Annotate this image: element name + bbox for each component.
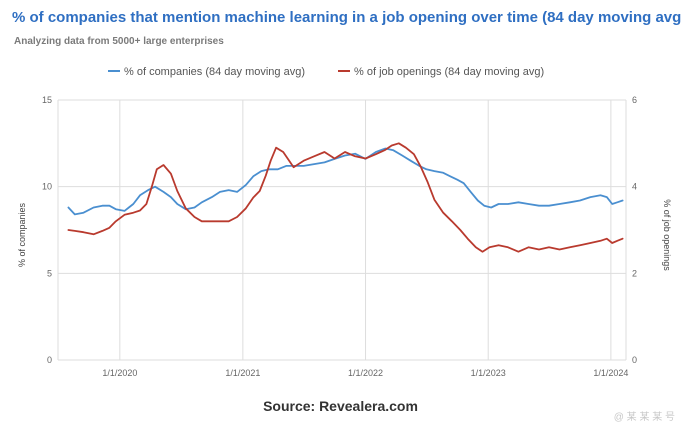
y-axis-right: 0 2 4 6 <box>632 95 637 365</box>
x-tick-label: 1/1/2022 <box>348 368 383 378</box>
y-left-tick-label: 15 <box>42 95 52 105</box>
watermark: @ 某 某 某 号 <box>613 412 675 423</box>
y-left-tick-label: 10 <box>42 182 52 192</box>
y-right-tick-label: 2 <box>632 268 637 278</box>
y-axis-left-title: % of companies <box>17 202 27 267</box>
legend-label-openings: % of job openings (84 day moving avg) <box>354 66 544 78</box>
y-right-tick-label: 0 <box>632 355 637 365</box>
y-right-tick-label: 6 <box>632 95 637 105</box>
y-left-tick-label: 0 <box>47 355 52 365</box>
y-left-tick-label: 5 <box>47 268 52 278</box>
line-chart: % of companies (84 day moving avg) % of … <box>17 66 672 378</box>
series-line-openings <box>67 142 624 253</box>
x-tick-label: 1/1/2024 <box>593 368 628 378</box>
chart-series <box>67 142 624 253</box>
chart-subtitle: Analyzing data from 5000+ large enterpri… <box>14 36 224 47</box>
chart-title: % of companies that mention machine lear… <box>12 9 681 26</box>
x-tick-label: 1/1/2023 <box>471 368 506 378</box>
y-right-tick-label: 4 <box>632 182 637 192</box>
chart-legend: % of companies (84 day moving avg) % of … <box>108 66 544 78</box>
source-credit: Source: Revealera.com <box>263 398 418 414</box>
y-axis-left: 0 5 10 15 <box>42 95 52 365</box>
series-line-companies <box>67 147 624 216</box>
x-axis: 1/1/2020 1/1/2021 1/1/2022 1/1/2023 1/1/2024 <box>102 368 628 378</box>
legend-label-companies: % of companies (84 day moving avg) <box>124 66 305 78</box>
chart-grid <box>57 99 627 361</box>
y-axis-right-title: % of job openings <box>662 199 672 271</box>
x-tick-label: 1/1/2021 <box>225 368 260 378</box>
x-tick-label: 1/1/2020 <box>102 368 137 378</box>
